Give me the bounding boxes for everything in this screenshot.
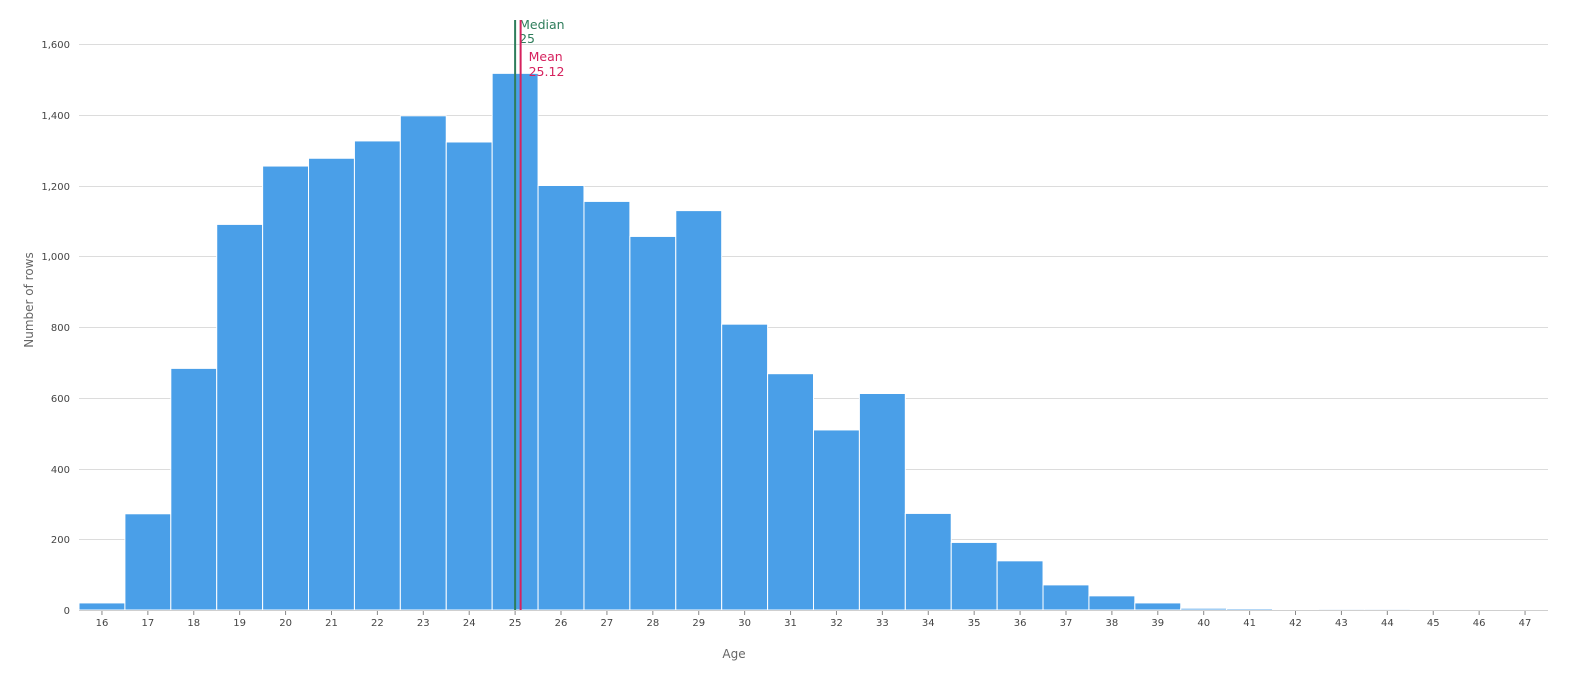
x-tick-label: 34 (922, 618, 935, 629)
histogram-bar (445, 141, 493, 611)
histogram-bar (1363, 608, 1411, 611)
x-tick-label: 19 (233, 618, 246, 629)
x-tick-label: 44 (1381, 618, 1394, 629)
histogram-bar (950, 541, 998, 611)
x-tick-label: 41 (1243, 618, 1256, 629)
y-tick-label: 1,400 (41, 111, 70, 122)
x-tick-label: 31 (784, 618, 797, 629)
histogram-bar (1134, 602, 1182, 611)
histogram-bar (767, 373, 814, 611)
histogram-bar (1088, 595, 1136, 611)
histogram-bar (399, 115, 447, 611)
x-tick-label: 26 (555, 618, 568, 629)
histogram-bar (904, 512, 952, 611)
histogram-bar (353, 140, 401, 611)
x-tick-label: 21 (325, 618, 338, 629)
histogram-bars (78, 72, 1549, 611)
y-axis-title: Number of rows (22, 252, 36, 347)
y-tick-label: 0 (64, 606, 70, 617)
histogram-bar (996, 560, 1044, 611)
histogram-bar (1180, 607, 1228, 611)
histogram-bar (308, 157, 355, 611)
x-tick-label: 17 (141, 618, 154, 629)
y-tick-label: 1,000 (41, 252, 70, 263)
x-tick-label: 42 (1289, 618, 1302, 629)
x-tick-label: 43 (1335, 618, 1348, 629)
marker-value-median: 25 (519, 31, 535, 46)
y-tick-label: 1,600 (41, 40, 70, 51)
x-tick-label: 30 (738, 618, 751, 629)
histogram-bar (216, 223, 264, 611)
x-tick-label: 22 (371, 618, 384, 629)
x-tick-label: 33 (876, 618, 889, 629)
marker-label-median: Median (519, 17, 564, 32)
histogram-bar (78, 602, 126, 611)
x-tick-label: 37 (1060, 618, 1073, 629)
x-tick-label: 18 (187, 618, 200, 629)
x-tick-label: 16 (96, 618, 109, 629)
x-tick-label: 39 (1151, 618, 1164, 629)
x-tick-label: 28 (646, 618, 659, 629)
x-tick-label: 45 (1427, 618, 1440, 629)
histogram-bar (1226, 608, 1274, 611)
x-tick-label: 32 (830, 618, 843, 629)
x-tick-label: 40 (1197, 618, 1210, 629)
histogram-bar (629, 235, 677, 611)
y-tick-label: 400 (51, 465, 70, 476)
y-tick-label: 200 (51, 535, 70, 546)
x-tick-label: 29 (692, 618, 705, 629)
y-tick-label: 1,200 (41, 182, 70, 193)
histogram-bar (1501, 608, 1549, 611)
x-axis: 16 17 18 19 20 21 22 23 24 25 26 27 28 29 30 31 32 33 34 35… (79, 610, 1548, 629)
y-tick-label: 600 (51, 394, 70, 405)
histogram-bar (262, 165, 310, 611)
x-tick-label: 23 (417, 618, 430, 629)
histogram-bar (1317, 608, 1365, 611)
histogram-bar (170, 367, 218, 611)
marker-value-mean: 25.12 (529, 64, 565, 79)
y-axis: 0 200 400 600 800 1,000 1,200 1,400 1,600 (41, 40, 70, 617)
histogram-bar (858, 393, 906, 611)
histogram-bar (1042, 584, 1090, 611)
x-tick-label: 38 (1106, 618, 1119, 629)
marker-label-mean: Mean (529, 49, 563, 64)
histogram-bar (124, 513, 172, 611)
x-tick-label: 36 (1014, 618, 1027, 629)
histogram-bar (583, 200, 631, 611)
histogram-bar (675, 210, 723, 611)
x-axis-title: Age (722, 647, 745, 661)
x-tick-label: 24 (463, 618, 476, 629)
histogram-bar (537, 185, 585, 611)
x-tick-label: 46 (1473, 618, 1486, 629)
x-tick-label: 47 (1519, 618, 1532, 629)
x-tick-label: 27 (601, 618, 614, 629)
x-tick-label: 35 (968, 618, 981, 629)
histogram-bar (721, 323, 769, 611)
histogram-bar (813, 429, 860, 611)
x-tick-label: 25 (509, 618, 522, 629)
y-tick-label: 800 (51, 323, 70, 334)
x-tick-label: 20 (279, 618, 292, 629)
